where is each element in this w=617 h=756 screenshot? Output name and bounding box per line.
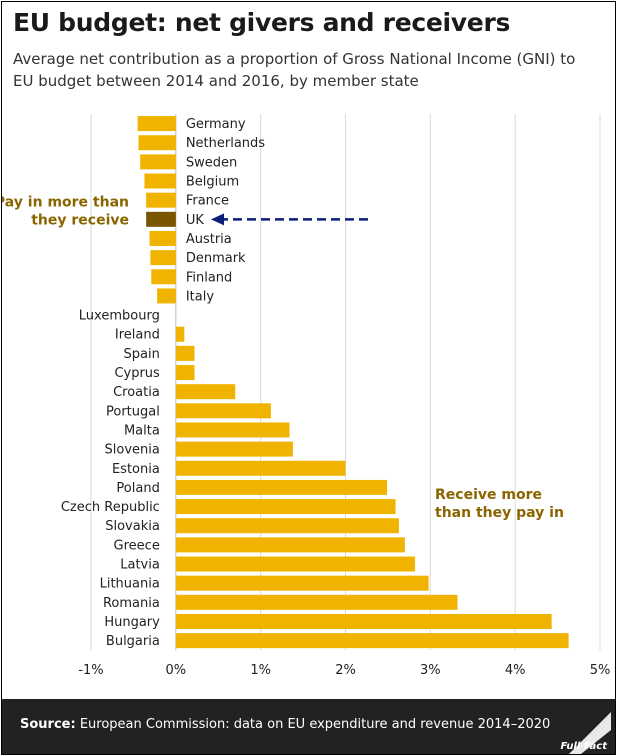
bar — [146, 192, 176, 208]
category-label: Lithuania — [100, 577, 160, 592]
bar — [140, 154, 176, 170]
category-label: Poland — [116, 481, 159, 496]
bar — [175, 345, 195, 361]
bar — [175, 403, 271, 419]
bar — [144, 173, 176, 189]
source-note: Source: European Commission: data on EU … — [20, 717, 550, 732]
uk-arrow-head-icon — [211, 213, 224, 226]
category-label: Finland — [186, 270, 232, 285]
source-label: Source: — [20, 717, 76, 732]
category-label: Austria — [186, 232, 232, 247]
bar — [175, 575, 429, 591]
x-tick-label: 4% — [505, 663, 526, 678]
footer-bar: Source: European Commission: data on EU … — [2, 699, 615, 754]
category-label: Hungary — [104, 615, 160, 630]
category-label: Belgium — [186, 175, 239, 190]
x-tick-label: 1% — [250, 663, 271, 678]
category-label: Luxembourg — [79, 309, 160, 324]
category-label: Spain — [124, 347, 160, 362]
category-label: Bulgaria — [106, 634, 160, 649]
category-label: Netherlands — [186, 136, 265, 151]
category-label: Romania — [103, 596, 160, 611]
category-label: France — [186, 194, 229, 209]
annotation-receive-line-2: than they pay in — [435, 505, 564, 521]
bar — [175, 518, 399, 534]
bar — [175, 441, 293, 457]
bar — [138, 135, 176, 151]
category-label: Malta — [124, 423, 160, 438]
category-label: Cyprus — [114, 366, 160, 381]
bar — [175, 326, 185, 342]
category-label: Portugal — [106, 404, 160, 419]
bar — [175, 537, 405, 553]
bar — [175, 365, 195, 381]
bar — [149, 230, 176, 246]
x-tick-label: 2% — [335, 663, 356, 678]
category-label: Sweden — [186, 155, 237, 170]
category-label: Slovakia — [105, 519, 160, 534]
bar — [146, 211, 176, 227]
x-tick-label: 3% — [420, 663, 441, 678]
category-label: UK — [186, 213, 205, 228]
bar — [175, 556, 416, 572]
category-label: Czech Republic — [61, 500, 160, 515]
annotation-receive-line-1: Receive more — [435, 487, 542, 503]
bar — [175, 613, 552, 629]
category-label: Italy — [186, 289, 215, 304]
category-label: Germany — [186, 117, 246, 132]
category-label: Slovenia — [105, 443, 160, 458]
bar — [175, 594, 458, 610]
bar — [157, 288, 176, 304]
x-tick-label: 0% — [166, 663, 187, 678]
category-label: Estonia — [112, 462, 160, 477]
bar — [151, 269, 176, 285]
bar-chart: -1% 0% 1% 2% 3% 4% 5% Germany Netherlands Sweden B… — [2, 114, 611, 678]
category-label: Ireland — [115, 328, 160, 343]
bar — [150, 250, 176, 266]
source-text: European Commission: data on EU expendit… — [79, 717, 551, 732]
chart-subtitle: Average net contribution as a proportion… — [13, 50, 576, 90]
bar — [175, 479, 388, 495]
chart-title: EU budget: net givers and receivers — [13, 8, 511, 37]
bar — [175, 499, 396, 515]
full-fact-logo-icon — [569, 712, 611, 754]
bar — [175, 460, 346, 476]
logo-text: Full Fact — [560, 741, 607, 752]
category-label: Croatia — [113, 385, 160, 400]
category-label: Denmark — [186, 251, 246, 266]
category-label: Latvia — [120, 558, 160, 573]
bar — [175, 422, 290, 438]
category-label: Greece — [114, 538, 160, 553]
bar — [137, 116, 176, 132]
x-tick-label: 5% — [590, 663, 611, 678]
bar — [175, 384, 236, 400]
x-tick-label: -1% — [78, 663, 103, 678]
bar — [175, 633, 569, 649]
annotation-pay-in-line-2: they receive — [31, 212, 129, 228]
annotation-pay-in-line-1: Pay in more than — [2, 194, 129, 210]
